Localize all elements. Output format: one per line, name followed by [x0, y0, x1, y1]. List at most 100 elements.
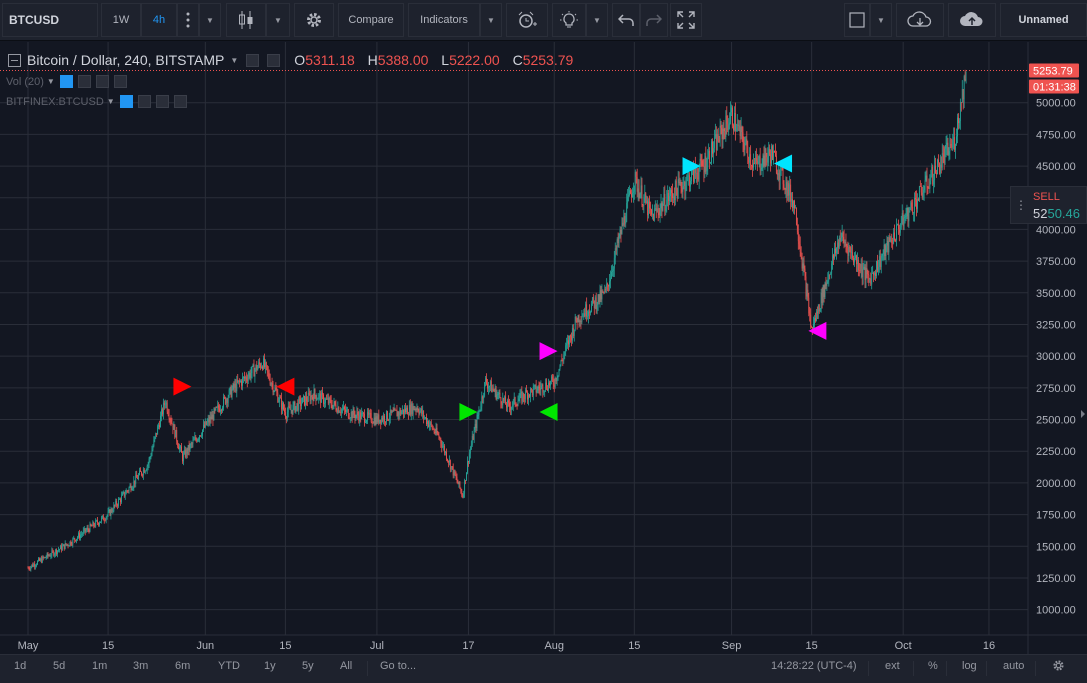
candle-body: [524, 397, 526, 399]
candle-body: [467, 461, 468, 473]
candle-body: [355, 415, 357, 419]
alert-button[interactable]: [506, 3, 548, 37]
candle-body: [353, 409, 355, 415]
range-6m-button[interactable]: 6m: [175, 660, 191, 672]
range-5d-button[interactable]: 5d: [53, 660, 66, 672]
eye-icon[interactable]: [246, 53, 260, 67]
drawing-color-dropdown[interactable]: ▼: [870, 3, 892, 37]
candle-body: [915, 197, 916, 200]
series-title[interactable]: Bitcoin / Dollar, 240, BITSTAMP: [27, 52, 225, 68]
candle-body: [811, 326, 813, 328]
price-tick-label: 1250.00: [1036, 573, 1076, 585]
gear-icon[interactable]: [77, 75, 91, 88]
candle-body: [351, 411, 353, 419]
undo-button[interactable]: [612, 3, 640, 37]
candle-body: [261, 366, 262, 368]
range-ytd-button[interactable]: YTD: [218, 660, 240, 672]
candle-body: [244, 376, 246, 379]
range-1d-button[interactable]: 1d: [14, 660, 27, 672]
save-layout-button[interactable]: [948, 3, 996, 37]
candle-body: [263, 358, 264, 369]
candle-body: [214, 408, 216, 410]
candle-body: [770, 154, 772, 164]
candle-body: [591, 303, 592, 313]
candle-body: [347, 409, 349, 419]
chevron-down-icon[interactable]: ▼: [106, 97, 115, 106]
candle-body: [906, 207, 908, 217]
candle-body: [454, 470, 456, 476]
candle-body: [756, 160, 758, 164]
candle-body: [117, 505, 119, 506]
eye-icon[interactable]: [119, 95, 133, 108]
candle-body: [234, 383, 236, 388]
candle-body: [940, 164, 942, 168]
layout-name-button[interactable]: Unnamed: [1000, 3, 1087, 37]
extended-hours-toggle[interactable]: ext: [885, 660, 900, 672]
candle-body: [620, 229, 622, 234]
candle-body: [306, 401, 308, 402]
interval-1w-button[interactable]: 1W: [101, 3, 141, 37]
goto-button[interactable]: Go to...: [380, 660, 417, 672]
candle-body: [310, 395, 312, 402]
candle-body: [705, 156, 707, 172]
chart-area[interactable]: 5000.004750.004500.004250.004000.003750.…: [0, 42, 1087, 654]
candle-body: [244, 376, 245, 379]
range-all-button[interactable]: All: [340, 660, 353, 672]
chevron-down-icon: ▼: [274, 15, 282, 25]
collapse-icon[interactable]: [8, 53, 21, 67]
candle-body: [766, 157, 768, 163]
ideas-dropdown[interactable]: ▼: [586, 3, 608, 37]
eye-icon[interactable]: [59, 75, 73, 88]
interval-4h-button[interactable]: 4h: [141, 3, 177, 37]
plus-icon[interactable]: [95, 75, 109, 88]
indicators-button[interactable]: Indicators: [408, 3, 480, 37]
fullscreen-button[interactable]: [670, 3, 702, 37]
candle-body: [741, 126, 743, 133]
auto-scale-toggle[interactable]: auto: [1003, 660, 1025, 672]
percent-scale-toggle[interactable]: %: [928, 660, 938, 672]
settings-button[interactable]: [294, 3, 334, 37]
candle-body: [873, 272, 875, 275]
chart-type-dropdown[interactable]: ▼: [266, 3, 290, 37]
gear-icon[interactable]: [137, 95, 151, 108]
ideas-button[interactable]: [552, 3, 586, 37]
plus-icon[interactable]: [155, 95, 169, 108]
candle-body: [907, 207, 909, 222]
compare-title[interactable]: BITFINEX:BTCUSD: [6, 95, 104, 108]
chart-settings-button[interactable]: [1052, 659, 1065, 675]
candle-body: [886, 240, 888, 246]
candle-body: [514, 397, 516, 405]
drawing-color-button[interactable]: [844, 3, 870, 37]
gear-icon[interactable]: [267, 53, 281, 67]
drag-handle-icon[interactable]: ⋮: [1015, 198, 1027, 212]
log-scale-toggle[interactable]: log: [962, 660, 977, 672]
more-intervals-button[interactable]: [177, 3, 199, 37]
range-3m-button[interactable]: 3m: [133, 660, 149, 672]
chevron-down-icon[interactable]: ▼: [46, 77, 55, 86]
candle-body: [203, 424, 204, 430]
candle-body: [632, 192, 633, 198]
right-scroll-arrow[interactable]: [1081, 410, 1085, 418]
range-5y-button[interactable]: 5y: [302, 660, 314, 672]
range-1m-button[interactable]: 1m: [92, 660, 108, 672]
sell-widget[interactable]: ⋮ SELL 5250.46: [1010, 186, 1087, 224]
candle-body: [553, 384, 555, 387]
range-1y-button[interactable]: 1y: [264, 660, 276, 672]
indicators-dropdown[interactable]: ▼: [480, 3, 502, 37]
candle-body: [60, 545, 61, 550]
candle-body: [205, 421, 207, 425]
price-chart[interactable]: 5000.004750.004500.004250.004000.003750.…: [0, 42, 1087, 654]
load-layout-button[interactable]: [896, 3, 944, 37]
symbol-search-input[interactable]: BTCUSD: [2, 3, 98, 37]
chart-type-button[interactable]: [226, 3, 266, 37]
close-icon[interactable]: [173, 95, 187, 108]
compare-button[interactable]: Compare: [338, 3, 404, 37]
volume-title[interactable]: Vol (20): [6, 75, 44, 88]
bar-countdown: 01:31:38: [1033, 82, 1076, 94]
chevron-down-icon[interactable]: ▼: [230, 55, 239, 65]
close-icon[interactable]: [113, 75, 127, 88]
interval-dropdown-button[interactable]: ▼: [199, 3, 221, 37]
redo-button[interactable]: [640, 3, 668, 37]
candle-body: [545, 382, 547, 391]
clock-timezone[interactable]: 14:28:22 (UTC-4): [771, 660, 857, 672]
